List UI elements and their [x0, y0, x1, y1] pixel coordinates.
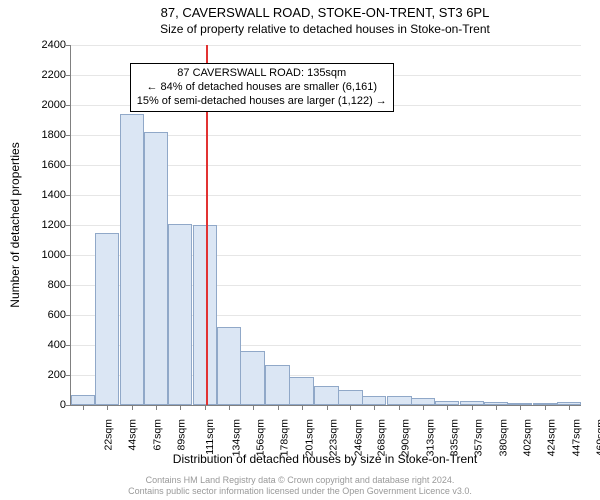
- y-tick-label: 2000: [26, 99, 66, 111]
- histogram-bar: [411, 398, 435, 406]
- x-tick-label: 402sqm: [522, 419, 534, 456]
- x-tick-label: 134sqm: [230, 419, 242, 456]
- histogram-bar: [168, 224, 192, 406]
- x-tick-label: 447sqm: [570, 419, 582, 456]
- footer-line-2: Contains public sector information licen…: [0, 486, 600, 497]
- annotation-line-1: 87 CAVERSWALL ROAD: 135sqm: [137, 67, 387, 81]
- x-tick-label: 201sqm: [303, 419, 315, 456]
- x-tick-label: 246sqm: [352, 419, 364, 456]
- x-tick-label: 469sqm: [594, 419, 600, 456]
- x-tick-label: 22sqm: [102, 419, 114, 451]
- x-tick-label: 67sqm: [151, 419, 163, 451]
- footer-line-1: Contains HM Land Registry data © Crown c…: [0, 475, 600, 486]
- x-tick-label: 44sqm: [126, 419, 138, 451]
- x-tick-label: 223sqm: [327, 419, 339, 456]
- x-tick-label: 111sqm: [204, 419, 216, 455]
- chart-container: 87, CAVERSWALL ROAD, STOKE-ON-TRENT, ST3…: [0, 0, 600, 500]
- x-tick-label: 89sqm: [175, 419, 187, 451]
- x-tick-label: 178sqm: [278, 419, 290, 456]
- annotation-line-3: 15% of semi-detached houses are larger (…: [137, 95, 387, 109]
- x-tick-label: 357sqm: [473, 419, 485, 456]
- y-tick-label: 200: [26, 369, 66, 381]
- x-tick-label: 424sqm: [545, 419, 557, 456]
- histogram-bar: [387, 396, 411, 405]
- histogram-bar: [240, 351, 264, 405]
- histogram-bar: [362, 396, 386, 405]
- y-tick-label: 400: [26, 339, 66, 351]
- y-tick-label: 0: [26, 399, 66, 411]
- histogram-bar: [95, 233, 119, 406]
- chart-title-sub: Size of property relative to detached ho…: [60, 22, 590, 36]
- y-tick-label: 1800: [26, 129, 66, 141]
- x-axis-label: Distribution of detached houses by size …: [70, 452, 580, 466]
- histogram-bar: [265, 365, 289, 406]
- y-tick-label: 600: [26, 309, 66, 321]
- histogram-bar: [193, 225, 217, 405]
- x-tick-label: 268sqm: [376, 419, 388, 456]
- y-tick-label: 1200: [26, 219, 66, 231]
- y-tick-label: 800: [26, 279, 66, 291]
- y-tick-label: 2200: [26, 69, 66, 81]
- annotation-line-2: ← 84% of detached houses are smaller (6,…: [137, 81, 387, 95]
- x-tick-label: 156sqm: [254, 419, 266, 456]
- y-tick-label: 1000: [26, 249, 66, 261]
- histogram-bar: [71, 395, 95, 405]
- histogram-bar: [338, 390, 362, 405]
- histogram-bar: [217, 327, 241, 405]
- x-tick-label: 313sqm: [425, 419, 437, 456]
- y-tick-label: 1600: [26, 159, 66, 171]
- plot-area: 87 CAVERSWALL ROAD: 135sqm ← 84% of deta…: [70, 45, 581, 406]
- chart-title-main: 87, CAVERSWALL ROAD, STOKE-ON-TRENT, ST3…: [60, 5, 590, 20]
- y-tick-label: 2400: [26, 39, 66, 51]
- annotation-box: 87 CAVERSWALL ROAD: 135sqm ← 84% of deta…: [130, 63, 394, 112]
- histogram-bar: [144, 132, 168, 405]
- histogram-bar: [314, 386, 338, 406]
- y-axis-label: Number of detached properties: [8, 142, 22, 307]
- histogram-bar: [289, 377, 313, 406]
- y-tick-label: 1400: [26, 189, 66, 201]
- footer-text: Contains HM Land Registry data © Crown c…: [0, 475, 600, 498]
- x-tick-label: 335sqm: [449, 419, 461, 456]
- x-tick-label: 290sqm: [400, 419, 412, 456]
- histogram-bar: [120, 114, 144, 405]
- x-tick-label: 380sqm: [498, 419, 510, 456]
